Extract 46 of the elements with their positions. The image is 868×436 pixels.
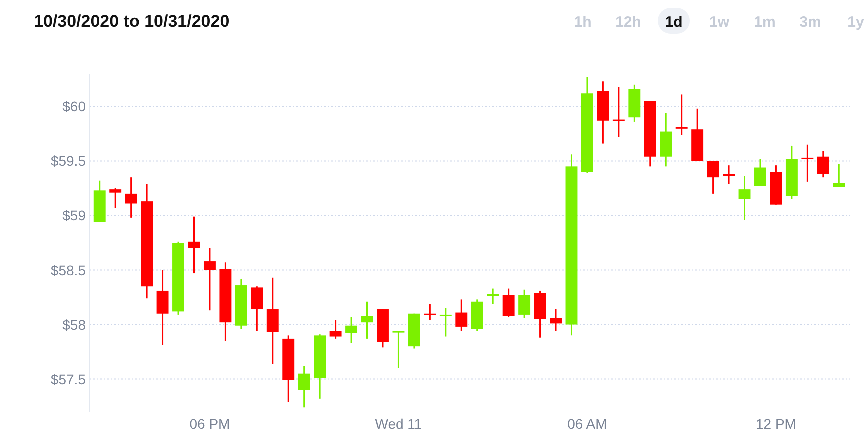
- candlestick: [802, 144, 814, 183]
- text: 3m: [800, 14, 822, 31]
- x-tick-label: 06 AM: [568, 416, 608, 432]
- x-tick-label: 12 PM: [756, 416, 796, 432]
- text: 1y: [848, 14, 865, 31]
- candlestick: [204, 248, 216, 312]
- candlestick: [392, 330, 405, 370]
- y-tick-label: $59: [62, 208, 86, 224]
- y-tick-label: $58: [62, 316, 86, 333]
- candlestick: [487, 288, 500, 305]
- chart-title: 10/30/2020 to 10/31/2020: [34, 12, 230, 31]
- candlestick: [723, 164, 736, 185]
- candlestick: [518, 289, 531, 319]
- text: 1w: [709, 14, 730, 31]
- candlestick: [456, 298, 468, 332]
- candlestick: [156, 270, 169, 346]
- candlestick: [440, 308, 452, 338]
- y-tick-label: $60: [62, 98, 86, 115]
- candlestick: [266, 277, 279, 365]
- x-tick-label: 06 PM: [190, 416, 230, 432]
- y-tick-label: $59.5: [50, 153, 86, 170]
- candlestick: [550, 308, 562, 332]
- y-tick-label: $57.5: [50, 371, 86, 388]
- candlestick: [125, 176, 138, 219]
- text: 1h: [574, 14, 592, 31]
- candlestick: [298, 365, 310, 408]
- candlestick: [251, 286, 264, 332]
- candlestick: [738, 176, 751, 221]
- text: 1m: [754, 14, 776, 31]
- x-tick-label: Wed 11: [375, 416, 422, 432]
- candlestick: [612, 86, 625, 138]
- candlestick: [676, 94, 688, 136]
- candlestick: [330, 320, 342, 340]
- candlestick: [754, 158, 766, 188]
- candlestick: [188, 216, 200, 274]
- candlestick: [707, 160, 720, 195]
- candlestick: [817, 150, 830, 178]
- candlestick: [833, 164, 846, 188]
- text: 1d: [665, 14, 683, 31]
- candlestick: [110, 188, 122, 209]
- candlestick: [346, 316, 358, 344]
- candlestick: [424, 303, 436, 322]
- candlestick: [361, 301, 374, 340]
- candlestick: [502, 288, 515, 318]
- text: 12h: [616, 14, 642, 31]
- y-tick-label: $58.5: [50, 262, 86, 278]
